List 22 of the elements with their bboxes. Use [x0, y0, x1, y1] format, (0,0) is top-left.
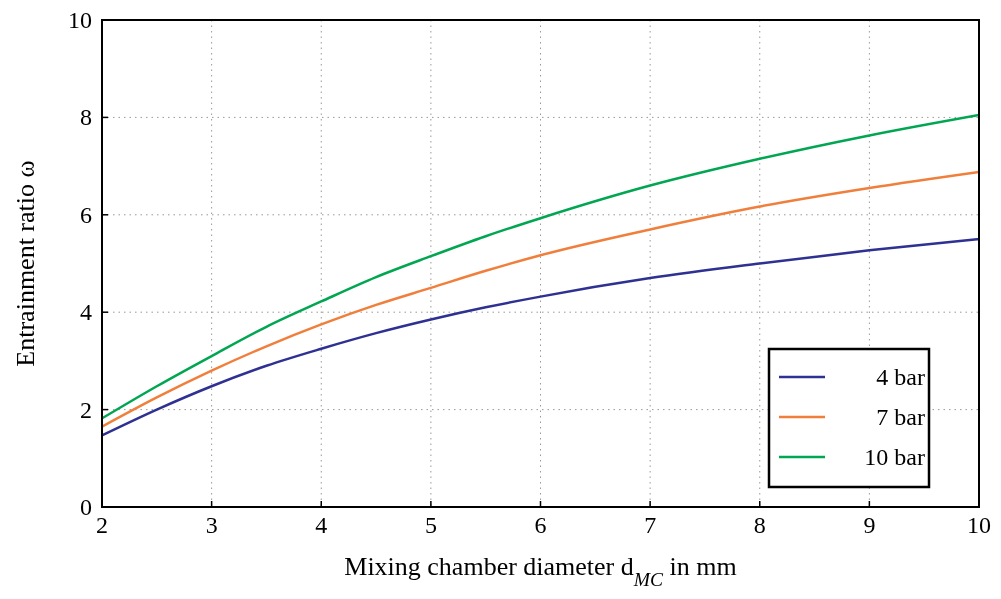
x-tick-label: 5: [424, 512, 437, 538]
line-series: [102, 237, 979, 437]
y-tick-label: 8: [80, 104, 92, 131]
y-axis-title: Entrainment ratio ω: [11, 160, 40, 367]
x-tick-label: 3: [205, 512, 218, 538]
legend-label: 4 bar: [876, 364, 925, 390]
x-tick-label: 10: [967, 512, 991, 538]
line-series: [102, 170, 979, 428]
x-tick-label: 9: [863, 512, 876, 538]
legend-label: 10 bar: [864, 444, 925, 470]
x-tick-label: 6: [534, 512, 547, 538]
x-axis-title: Mixing chamber diameter d$_{MC}$ in mm: [344, 552, 737, 590]
y-tick-label: 0: [80, 494, 92, 520]
y-tick-label: 4: [80, 299, 92, 326]
x-tick-label: 4: [315, 512, 328, 538]
y-tick-label: 2: [80, 396, 92, 423]
x-tick-label: 2: [96, 512, 108, 538]
y-tick-label: 6: [80, 201, 92, 228]
y-tick-label: 10: [68, 7, 92, 33]
x-tick-label: 8: [753, 512, 766, 538]
legend-label: 7 bar: [876, 404, 925, 430]
x-tick-label: 7: [644, 512, 657, 538]
